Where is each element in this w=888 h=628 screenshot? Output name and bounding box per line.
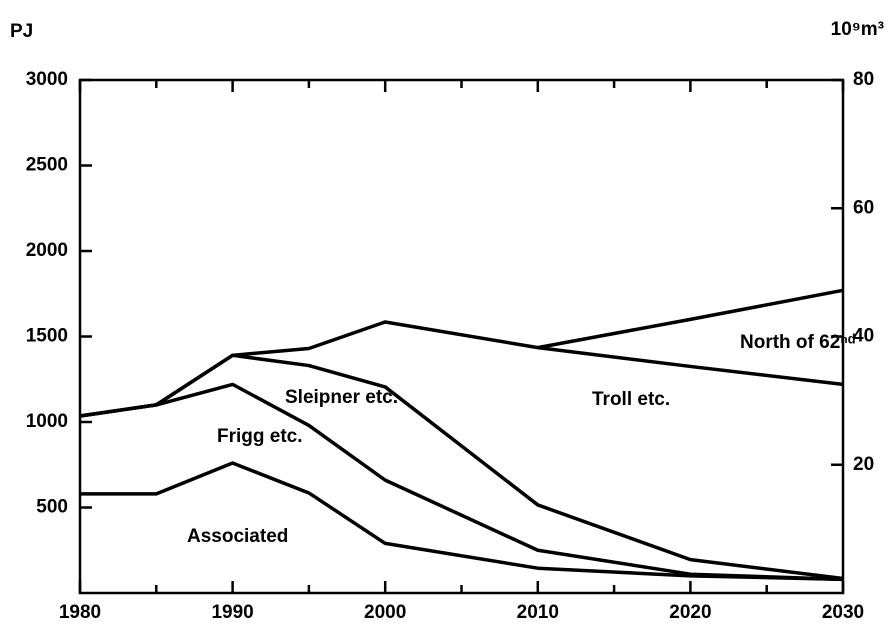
x-tick-label: 2030 [822, 602, 864, 623]
y2-tick-label: 40 [853, 326, 874, 347]
y-tick-label: 2000 [26, 240, 68, 261]
x-tick-label: 1980 [59, 602, 101, 623]
y-axis-label: PJ [10, 21, 33, 42]
x-tick-label: 2000 [364, 602, 406, 623]
series-line [537, 288, 844, 350]
x-tick-label: 2010 [517, 602, 559, 623]
series-label: Sleipner etc. [285, 387, 398, 408]
y-tick-label: 1500 [26, 326, 68, 347]
x-tick-label: 2020 [669, 602, 711, 623]
y-tick-label: 3000 [26, 69, 68, 90]
y-tick-label: 1000 [26, 411, 68, 432]
y2-tick-label: 60 [853, 197, 874, 218]
y-tick-label: 2500 [26, 155, 68, 176]
series-line [79, 382, 844, 582]
series-label: Troll etc. [592, 389, 670, 410]
y2-tick-label: 80 [853, 69, 874, 90]
x-tick-label: 1990 [211, 602, 253, 623]
series-line [79, 320, 844, 418]
series-label: Frigg etc. [217, 426, 303, 447]
series-label: Associated [187, 526, 288, 547]
y2-tick-label: 20 [853, 454, 874, 475]
series-label: North of 62ⁿᵈ [740, 332, 855, 353]
y-tick-label: 500 [36, 497, 68, 518]
series-line [80, 461, 844, 582]
y2-axis-label: 10⁹m³ [831, 19, 884, 40]
